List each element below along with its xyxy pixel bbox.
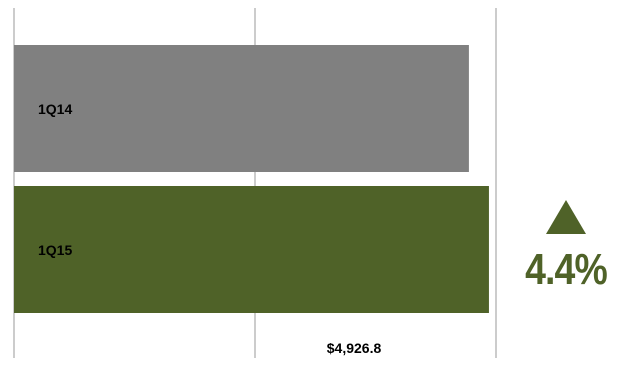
change-percent: 4.4%	[525, 245, 608, 294]
bar-1q14	[14, 45, 469, 172]
change-annotation: 4.4%	[514, 200, 618, 292]
bar-1q15	[14, 186, 489, 313]
data-label-1q15: $4,926.8	[327, 340, 382, 356]
up-arrow-icon	[546, 200, 586, 234]
category-label-1q14: 1Q14	[38, 101, 72, 117]
category-label-1q15: 1Q15	[38, 242, 72, 258]
